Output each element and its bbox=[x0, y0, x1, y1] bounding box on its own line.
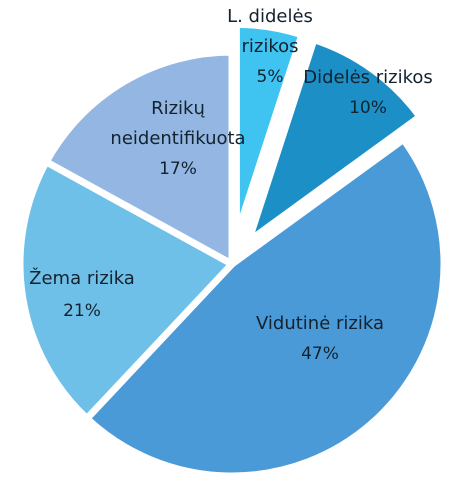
pie-slice bbox=[42, 48, 236, 268]
pie-slice bbox=[244, 36, 424, 245]
pie-slice bbox=[232, 20, 306, 240]
slice-value: 21% bbox=[63, 301, 101, 321]
slice-label: L. didelės rizikos bbox=[227, 6, 313, 57]
slice-label: Didelės rizikos bbox=[303, 67, 433, 88]
pie-slice bbox=[16, 158, 236, 423]
slice-value: 10% bbox=[349, 98, 387, 118]
slice-value: 47% bbox=[301, 344, 339, 364]
pie-slice bbox=[83, 135, 448, 477]
slice-label: Rizikų neidentifikuota bbox=[110, 98, 246, 149]
slice-label: Žema rizika bbox=[29, 268, 135, 289]
slice-value: 17% bbox=[159, 159, 197, 179]
slice-label: Vidutinė rizika bbox=[255, 313, 384, 334]
slice-value: 5% bbox=[256, 67, 284, 87]
